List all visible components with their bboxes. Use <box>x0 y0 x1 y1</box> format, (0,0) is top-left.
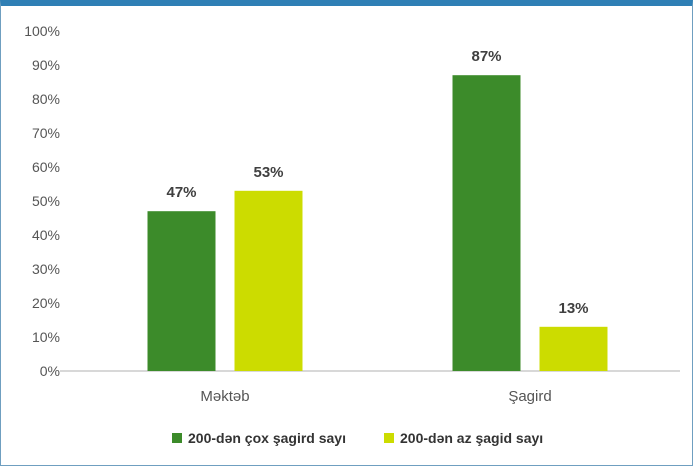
data-label: 53% <box>253 164 283 181</box>
data-label: 47% <box>166 184 196 201</box>
y-tick-label: 30% <box>32 261 60 277</box>
data-label: 87% <box>471 48 501 65</box>
bar-less-than-200-1 <box>539 326 608 371</box>
y-tick-label: 50% <box>32 193 60 209</box>
legend-label: 200-dən az şagid sayı <box>400 430 543 446</box>
x-category-label: Məktəb <box>200 388 249 405</box>
legend-label: 200-dən çox şagird sayı <box>188 430 346 446</box>
legend: 200-dən çox şagird sayı 200-dən az şagid … <box>172 430 543 446</box>
y-tick-label: 70% <box>32 125 60 141</box>
data-labels: 47% 87% 53% 13% <box>166 48 588 317</box>
y-tick-label: 40% <box>32 227 60 243</box>
x-category-label: Şagird <box>508 388 551 405</box>
data-label: 13% <box>558 300 588 317</box>
y-tick-label: 60% <box>32 159 60 175</box>
legend-swatch <box>172 433 182 443</box>
y-tick-label: 90% <box>32 57 60 73</box>
bar-less-than-200-0 <box>234 190 303 371</box>
bar-more-than-200-1 <box>452 75 521 371</box>
y-tick-label: 100% <box>24 23 60 39</box>
y-tick-label: 80% <box>32 91 60 107</box>
y-tick-label: 10% <box>32 329 60 345</box>
y-tick-label: 0% <box>40 363 60 379</box>
x-axis-categories: Məktəb Şagird <box>200 388 551 405</box>
y-tick-label: 20% <box>32 295 60 311</box>
bars <box>147 75 608 371</box>
bar-more-than-200-0 <box>147 211 216 371</box>
legend-swatch <box>384 433 394 443</box>
y-axis-ticks: 0% 10% 20% 30% 40% 50% 60% 70% 80% 90% 100% <box>24 23 60 379</box>
